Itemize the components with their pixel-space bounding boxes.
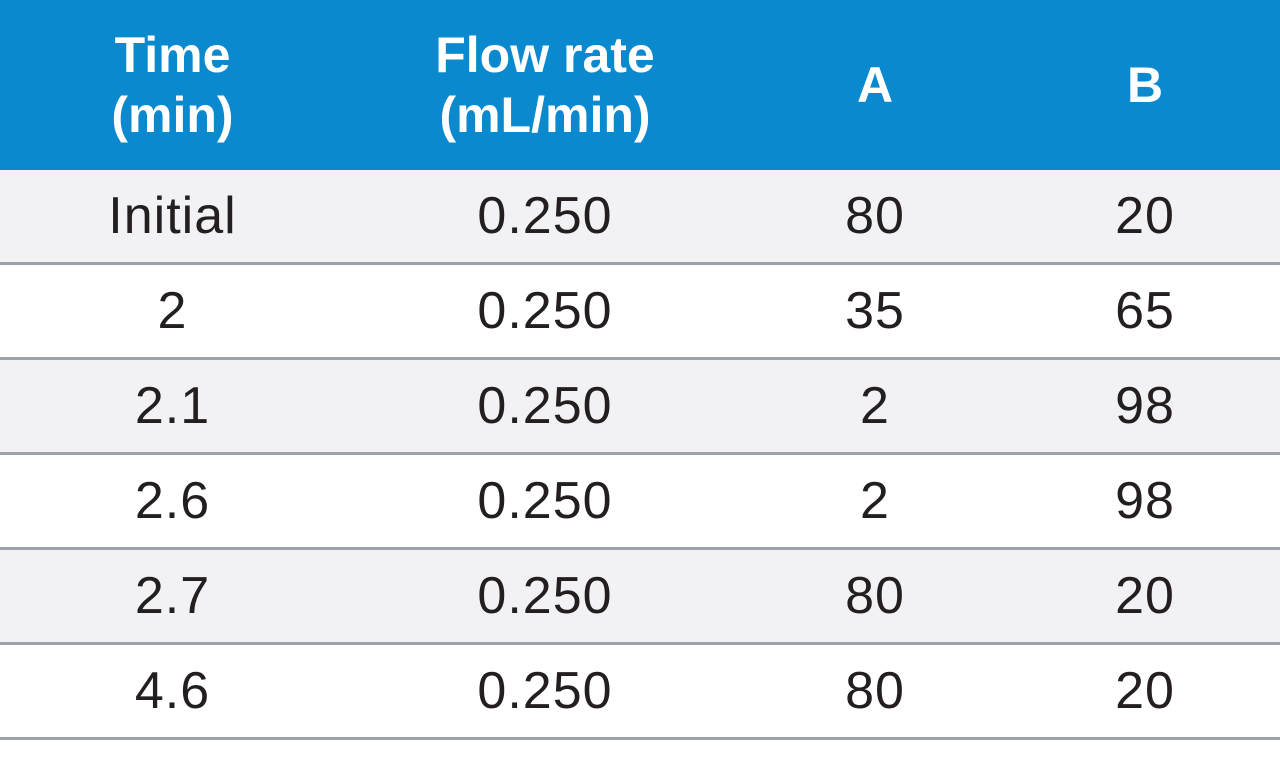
table-row: 4.6 0.250 80 20 (0, 645, 1280, 740)
cell-time: 2.1 (134, 377, 211, 435)
cell-a: 80 (845, 662, 905, 720)
cell-flow-rate: 0.250 (477, 282, 613, 340)
cell-a: 2 (860, 472, 890, 530)
cell-time: 4.6 (134, 662, 211, 720)
cell-flow-rate: 0.250 (477, 662, 613, 720)
cell-time: 2.7 (134, 567, 211, 625)
cell-time: Initial (108, 187, 237, 245)
cell-b: 20 (1115, 567, 1175, 625)
cell-a: 35 (845, 282, 905, 340)
table-row: 2.1 0.250 2 98 (0, 360, 1280, 455)
header-time: Time (min) (111, 27, 234, 143)
cell-b: 20 (1115, 662, 1175, 720)
cell-b: 20 (1115, 187, 1175, 245)
header-flow-rate: Flow rate (mL/min) (435, 27, 655, 143)
cell-time: 2.6 (134, 472, 211, 530)
cell-flow-rate: 0.250 (477, 567, 613, 625)
cell-time: 2 (157, 282, 188, 340)
cell-flow-rate: 0.250 (477, 472, 613, 530)
cell-flow-rate: 0.250 (477, 187, 613, 245)
header-a: A (856, 57, 894, 113)
table-row: Initial 0.250 80 20 (0, 170, 1280, 265)
header-b: B (1126, 57, 1164, 113)
cell-b: 65 (1115, 282, 1175, 340)
cell-b: 98 (1115, 472, 1175, 530)
table-row: 2.7 0.250 80 20 (0, 550, 1280, 645)
cell-a: 80 (845, 567, 905, 625)
cell-a: 80 (845, 187, 905, 245)
table-body: Initial 0.250 80 20 2 0.250 35 65 2.1 0.… (0, 170, 1280, 740)
cell-b: 98 (1115, 377, 1175, 435)
table-row: 2 0.250 35 65 (0, 265, 1280, 360)
cell-flow-rate: 0.250 (477, 377, 613, 435)
cell-a: 2 (860, 377, 890, 435)
table-header: Time (min) Flow rate (mL/min) A B (0, 0, 1280, 170)
table-row: 2.6 0.250 2 98 (0, 455, 1280, 550)
